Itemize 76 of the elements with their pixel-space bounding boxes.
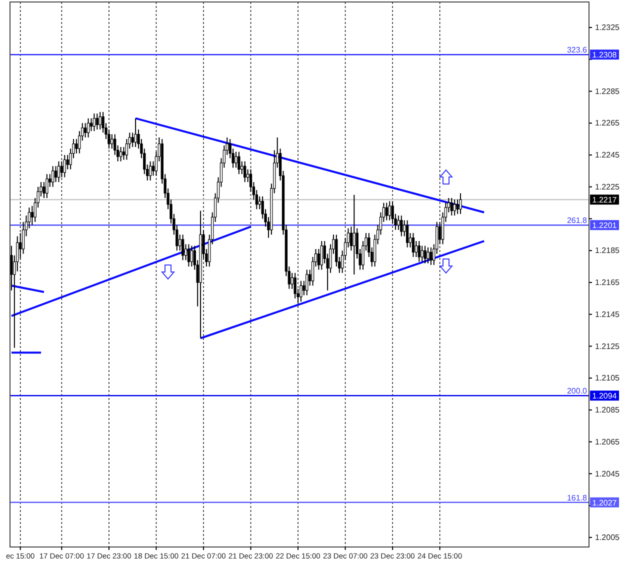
- y-tick-label: 1.2285: [595, 86, 620, 96]
- candlestick: [98, 111, 102, 130]
- annotation: 323.6: [566, 46, 588, 55]
- candlestick: [148, 160, 152, 181]
- candlestick: [453, 199, 456, 216]
- candlestick: [388, 200, 391, 221]
- candlestick: [238, 151, 240, 175]
- candlestick: [19, 232, 22, 260]
- candlestick: [400, 215, 403, 237]
- ref-line-label: 1.2201: [592, 221, 618, 230]
- candlestick: [385, 202, 388, 221]
- candlestick: [181, 234, 184, 261]
- y-tick-label: 1.2125: [595, 342, 620, 351]
- y-tick-label: 1.2185: [595, 246, 620, 256]
- y-tick-label: 1.2045: [595, 469, 620, 478]
- candlestick: [46, 174, 48, 199]
- candlestick: [240, 160, 244, 175]
- candlestick: [426, 246, 430, 264]
- candlestick: [412, 232, 415, 258]
- candlestick: [110, 134, 114, 150]
- candlestick: [300, 280, 302, 302]
- y-tick-label: 1.2145: [595, 310, 620, 319]
- candlestick: [320, 240, 323, 270]
- candlestick: [52, 166, 54, 188]
- candlestick: [187, 244, 190, 268]
- candlestick: [60, 160, 64, 178]
- y-tick-label: 1.2005: [595, 533, 620, 542]
- candlestick: [96, 113, 98, 130]
- candlestick: [430, 246, 432, 266]
- candlestick: [84, 122, 87, 138]
- candlestick: [63, 154, 66, 178]
- candlestick: [190, 245, 194, 268]
- candlestick: [122, 146, 126, 160]
- y-tick-label: 1.2165: [595, 278, 620, 288]
- y-tick-label: 1.2065: [595, 437, 620, 446]
- candlestick: [75, 138, 78, 154]
- ref-line-label: 1.2094: [592, 392, 618, 401]
- candlestick: [352, 194, 356, 275]
- ref-line-label: 1.2027: [592, 498, 618, 508]
- y-tick-label: 1.2225: [595, 182, 620, 192]
- y-tick-label: 1.2325: [595, 23, 620, 32]
- annotation: 261.8: [566, 216, 588, 226]
- candlestick: [119, 146, 122, 162]
- candlestick: [459, 192, 462, 214]
- y-tick-label: 1.2265: [595, 118, 620, 128]
- annotation: 200.0: [566, 386, 588, 396]
- y-tick-label: 1.2245: [595, 150, 620, 160]
- candlestick: [131, 132, 134, 148]
- candlestick: [57, 160, 60, 183]
- annotation: 161.8: [566, 493, 588, 502]
- candlestick: [54, 166, 58, 183]
- candlestick: [294, 272, 296, 299]
- ref-line-label: 1.2217: [592, 196, 618, 205]
- candlestick: [92, 113, 96, 132]
- candlestick: [418, 240, 420, 262]
- candlestick: [30, 205, 34, 226]
- candlestick: [350, 226, 353, 252]
- candlestick: [456, 199, 459, 214]
- candlestick: [420, 245, 424, 262]
- candlestick: [397, 215, 400, 230]
- candlestick: [246, 168, 250, 183]
- y-tick-label: 1.2105: [595, 374, 620, 383]
- candlestick: [414, 240, 418, 258]
- candlestick: [42, 182, 46, 199]
- candlestick: [317, 248, 320, 270]
- candlestick: [306, 269, 308, 296]
- candlestick: [450, 198, 453, 216]
- candlestick: [66, 154, 69, 170]
- y-tick-label: 1.2085: [595, 406, 620, 415]
- candlestick: [234, 151, 238, 168]
- candlestick: [244, 160, 246, 183]
- candlestick: [86, 118, 90, 138]
- ref-line-label: 1.2308: [592, 50, 618, 60]
- candlestick: [406, 220, 409, 248]
- candlestick: [424, 245, 426, 264]
- candlestick: [134, 118, 137, 148]
